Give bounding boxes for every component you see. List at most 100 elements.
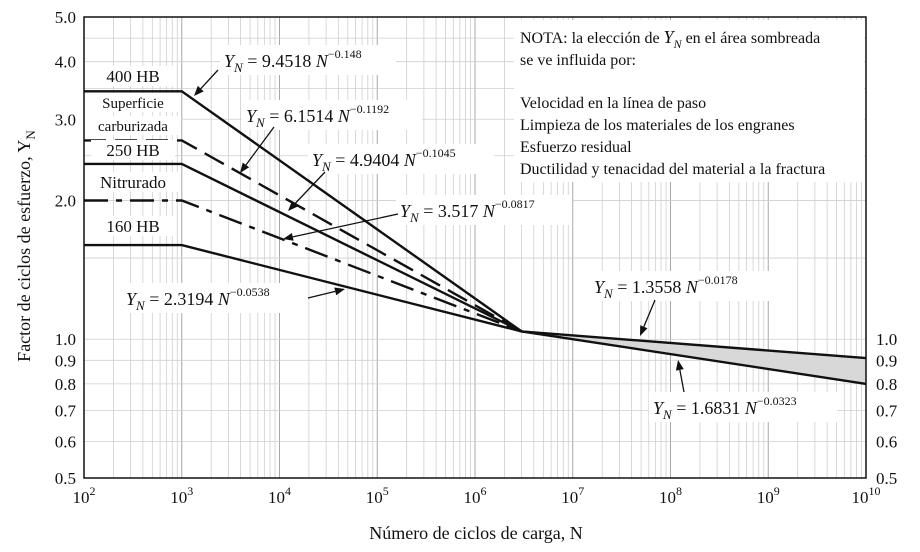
- equation-bg: [308, 144, 494, 174]
- y-axis-label-text: Factor de ciclos de esfuerzo, Y: [14, 140, 34, 362]
- note-item: Velocidad en la línea de paso: [520, 95, 706, 112]
- series-label: carburizada: [98, 119, 168, 135]
- equation-eq: = 6.1514: [265, 106, 338, 126]
- series-label: 160 HB: [106, 217, 159, 236]
- equation-var: N: [482, 201, 496, 221]
- y-tick-label-right: 0.9: [876, 351, 897, 370]
- equation-exp: −0.1045: [416, 146, 456, 160]
- note-line-1: NOTA: la elección de YN en el área sombr…: [520, 27, 820, 51]
- note-line-2: se ve influida por:: [520, 52, 636, 69]
- y-tick-label-left: 0.6: [55, 432, 76, 451]
- equation-bg: [649, 392, 837, 422]
- equation-symbol: Y: [246, 106, 258, 126]
- series-label: 250 HB: [106, 141, 159, 160]
- note-item: Ductilidad y tenacidad del material a la…: [520, 161, 825, 178]
- series-line-4: [84, 199, 523, 333]
- equation-exp: −0.0178: [698, 273, 738, 287]
- x-tick-base: 10: [757, 488, 774, 507]
- series-label-bg: [87, 172, 179, 192]
- series-label-bg: [85, 116, 181, 135]
- x-tick-label: 102: [73, 484, 96, 507]
- equation-arrow-line: [307, 290, 336, 299]
- x-tick-base: 10: [659, 488, 676, 507]
- equation-sub: N: [321, 159, 332, 174]
- equation-arrow-line: [292, 213, 399, 238]
- equation-label: YN = 6.1514 N−0.1192: [246, 102, 389, 130]
- x-tick-label: 103: [170, 484, 193, 507]
- equation-label: YN = 2.3194 N−0.0538: [126, 285, 270, 313]
- x-tick-exponent: 7: [578, 484, 584, 498]
- y-tick-label-right: 0.5: [876, 469, 897, 488]
- equation-exp: −0.0817: [495, 197, 535, 211]
- x-tick-exponent: 10: [869, 484, 881, 498]
- equation-symbol: Y: [653, 398, 665, 418]
- series-label-bg: [91, 66, 175, 86]
- x-tick-exponent: 4: [285, 484, 291, 498]
- equation-arrow-line: [294, 171, 326, 205]
- equation-arrowhead: [288, 201, 298, 211]
- y-tick-label-left: 1.0: [55, 330, 76, 349]
- note-line-1-sub: N: [673, 37, 683, 51]
- equation-symbol: Y: [224, 51, 236, 71]
- equation-symbol: Y: [126, 289, 138, 309]
- x-tick-exponent: 8: [676, 484, 682, 498]
- tick-labels: 102 103 104 105 106 107 108 109 10100.50.60.70.8…: [55, 8, 898, 507]
- x-tick-label: 104: [268, 484, 291, 507]
- equation-symbol: Y: [312, 150, 324, 170]
- x-tick-exponent: 6: [481, 484, 487, 498]
- equation-label: YN = 9.4518 N−0.148: [224, 47, 362, 75]
- equation-exp: −0.148: [328, 47, 362, 61]
- plot-frame: [83, 16, 867, 479]
- note-item: Esfuerzo residual: [520, 139, 632, 156]
- equation-eq: = 1.3558: [613, 277, 686, 297]
- x-tick-base: 10: [464, 488, 481, 507]
- equation-sub: N: [662, 407, 673, 422]
- y-tick-label-left: 0.8: [55, 375, 76, 394]
- equation-sub: N: [233, 60, 244, 75]
- y-tick-label-left: 0.5: [55, 469, 76, 488]
- equation-bg: [396, 195, 572, 225]
- equation-var: N: [685, 277, 699, 297]
- note-box: NOTA: la elección de YN en el área sombr…: [514, 20, 864, 182]
- note-item: Limpieza de los materiales de los engran…: [520, 117, 795, 134]
- y-tick-label-right: 0.6: [876, 432, 897, 451]
- equation-arrowhead: [240, 162, 250, 173]
- equation-eq: = 1.6831: [672, 398, 745, 418]
- equation-arrow-line: [245, 126, 275, 166]
- equation-symbol: Y: [400, 201, 412, 221]
- equation-eq: = 2.3194: [145, 289, 218, 309]
- y-axis-label: Factor de ciclos de esfuerzo, YN: [14, 130, 38, 362]
- series-label: Superficie: [102, 96, 164, 112]
- equation-sub: N: [135, 298, 146, 313]
- series-label: 400 HB: [106, 67, 159, 86]
- y-tick-label-right: 1.0: [876, 330, 897, 349]
- x-tick-exponent: 9: [774, 484, 780, 498]
- series-line-6: [521, 330, 867, 360]
- series-labels: 400 HB Superficie carburizada 250 HB Nitrura…: [85, 66, 181, 236]
- x-tick-exponent: 5: [383, 484, 389, 498]
- note-line-1-post: en el área sombreada: [682, 30, 821, 47]
- equation-arrowhead: [640, 325, 648, 336]
- equation-label: YN = 1.3558 N−0.0178: [594, 273, 738, 301]
- y-tick-label-left: 4.0: [55, 53, 76, 72]
- equation-arrow-line: [200, 69, 219, 90]
- equation-arrow-line: [679, 369, 685, 393]
- x-tick-label: 106: [464, 484, 487, 507]
- equation-arrowhead: [283, 233, 294, 241]
- equation-label: YN = 1.6831 N−0.0323: [653, 394, 797, 422]
- equation-sub: N: [409, 210, 420, 225]
- equation-bg: [122, 283, 304, 313]
- equation-var: N: [337, 106, 351, 126]
- equation-eq: = 3.517: [419, 201, 483, 221]
- equation-arrowhead: [675, 360, 684, 371]
- equation-label: YN = 3.517 N−0.0817: [400, 197, 535, 225]
- x-tick-label: 108: [659, 484, 682, 507]
- x-tick-label: 107: [561, 484, 584, 507]
- equation-sub: N: [603, 286, 614, 301]
- y-tick-label-left: 3.0: [55, 110, 76, 129]
- equation-eq: = 9.4518: [243, 51, 316, 71]
- series-line-5: [84, 243, 522, 333]
- x-tick-exponent: 2: [90, 484, 96, 498]
